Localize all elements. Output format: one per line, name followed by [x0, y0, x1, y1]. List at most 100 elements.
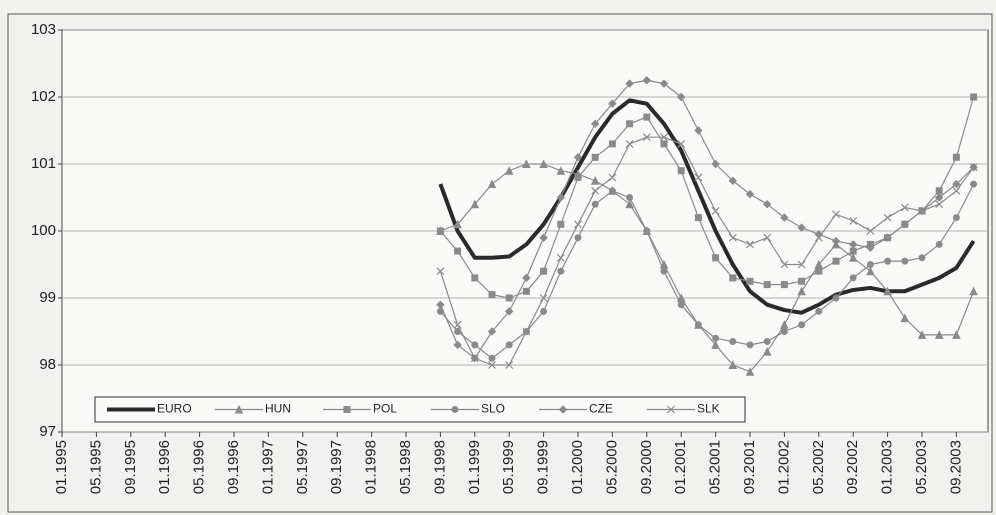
marker [780, 260, 789, 269]
x-tick-label: 09.1995 [122, 440, 139, 494]
marker [797, 286, 806, 296]
marker [608, 187, 616, 195]
marker [591, 186, 600, 195]
marker [436, 227, 444, 235]
marker [780, 281, 788, 289]
x-tick-label: 05.2001 [707, 440, 724, 494]
marker [935, 187, 943, 195]
x-tick-label: 01.1998 [363, 440, 380, 494]
marker [488, 291, 496, 299]
marker [934, 193, 944, 202]
marker [746, 240, 754, 249]
marker [642, 76, 652, 85]
marker [694, 126, 703, 135]
marker [883, 286, 892, 296]
marker [729, 338, 737, 346]
x-tick-label: 05.1996 [191, 440, 208, 494]
x-tick-label: 09.2000 [638, 440, 655, 494]
series-line [439, 79, 975, 359]
marker [883, 233, 892, 242]
marker [832, 210, 840, 219]
marker [814, 233, 823, 242]
marker [522, 273, 531, 283]
marker [470, 199, 480, 209]
legend-label: SLO [481, 402, 505, 416]
marker [454, 247, 462, 255]
marker [471, 274, 479, 282]
marker [591, 200, 599, 208]
marker [505, 294, 513, 302]
marker [900, 220, 910, 229]
x-tick-label: 09.2002 [844, 440, 861, 494]
marker [728, 360, 738, 369]
series-line [438, 98, 976, 315]
marker [745, 189, 755, 199]
marker [952, 330, 961, 339]
y-tick-label: 98 [39, 356, 56, 373]
legend-label: CZE [589, 402, 613, 416]
marker [642, 133, 651, 142]
marker [780, 213, 789, 222]
x-tick-label: 05.2002 [810, 440, 827, 494]
marker [797, 223, 806, 232]
marker [832, 257, 840, 265]
marker [574, 220, 582, 229]
marker [711, 340, 720, 349]
legend: EURO HUN POL SLO CZE SLK [94, 396, 746, 423]
x-tick-label: 01.2000 [569, 440, 586, 494]
marker [763, 338, 771, 346]
marker [746, 341, 754, 349]
marker [608, 140, 616, 148]
marker [712, 254, 720, 262]
marker [558, 405, 568, 414]
marker [522, 159, 531, 168]
marker [505, 341, 513, 349]
marker [694, 214, 702, 222]
marker [488, 361, 496, 369]
marker [643, 227, 651, 235]
marker [969, 163, 978, 172]
marker [626, 120, 634, 128]
marker [970, 180, 978, 188]
marker [453, 320, 462, 329]
marker [574, 173, 582, 181]
marker [451, 406, 459, 413]
marker [883, 213, 892, 222]
x-tick-label: 09.1997 [328, 440, 345, 494]
legend-label: SLK [697, 402, 720, 416]
marker [952, 153, 960, 161]
marker [556, 253, 565, 262]
marker [470, 354, 479, 363]
x-tick-label: 01.2001 [672, 440, 689, 494]
marker [780, 328, 788, 335]
marker [488, 354, 496, 362]
marker [436, 300, 445, 309]
x-tick-label: 05.1997 [294, 440, 311, 494]
marker [453, 219, 462, 229]
marker [832, 294, 840, 302]
marker [900, 313, 910, 323]
x-tick-label: 09.2001 [741, 440, 758, 494]
marker [574, 234, 582, 242]
marker [798, 277, 806, 285]
marker [849, 217, 858, 225]
marker [849, 247, 857, 255]
marker [935, 240, 943, 248]
marker [866, 243, 875, 252]
x-tick-label: 05.2003 [913, 440, 930, 494]
legend-label: EURO [157, 402, 192, 416]
marker [539, 233, 548, 242]
marker [608, 173, 617, 182]
marker [343, 406, 351, 413]
marker [590, 119, 600, 129]
marker [557, 220, 565, 228]
marker [849, 274, 857, 282]
x-tick-label: 09.2003 [947, 440, 964, 494]
y-tick-label: 101 [31, 155, 56, 172]
y-tick-label: 103 [31, 21, 56, 38]
marker [608, 99, 617, 108]
marker [471, 341, 479, 349]
marker [711, 159, 720, 169]
marker [728, 176, 738, 185]
marker [556, 193, 566, 202]
